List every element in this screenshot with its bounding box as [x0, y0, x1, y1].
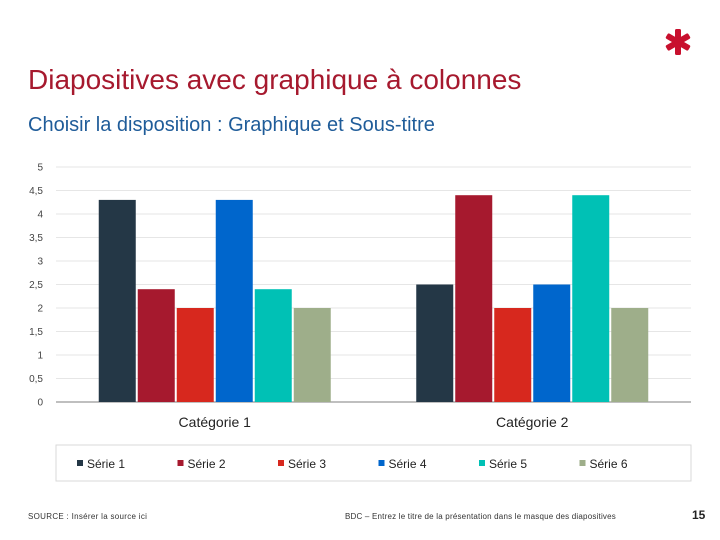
bar	[254, 289, 292, 402]
bar	[215, 199, 253, 402]
chart-legend: Série 1 Série 2 Série 3 Série 4 Série 5 Série…	[77, 457, 628, 471]
legend-swatch	[579, 460, 586, 466]
bar	[611, 308, 649, 402]
legend-label: Série 6	[590, 457, 628, 471]
y-axis-ticks: 0 0,5 1 1,5 2 2,5 3 3,5 4 4,5 5	[29, 163, 43, 409]
legend-swatch	[177, 460, 184, 466]
legend-label: Série 3	[288, 457, 326, 471]
slide-subtitle: Choisir la disposition : Graphique et So…	[28, 114, 435, 136]
y-tick-label: 2,5	[29, 280, 43, 291]
bar	[533, 284, 571, 402]
bar	[494, 308, 532, 402]
bar	[572, 195, 610, 402]
legend-swatch	[479, 460, 485, 466]
y-tick-label: 4,5	[29, 186, 43, 197]
page-number: 15	[692, 508, 706, 522]
legend-swatch	[378, 460, 385, 466]
legend-frame	[55, 444, 692, 482]
bar	[293, 308, 331, 402]
y-tick-label: 1,5	[29, 327, 43, 338]
category-labels: Catégorie 1 Catégorie 2	[179, 414, 569, 430]
asterisk-logo-icon	[665, 29, 691, 55]
bar	[137, 289, 175, 402]
column-chart: 00,511,522,533,544,55 Catégorie 1 Catégor…	[29, 163, 692, 482]
y-tick-label: 0,5	[29, 374, 43, 385]
bar	[176, 308, 214, 402]
y-tick-label: 0	[37, 398, 43, 409]
legend-label: Série 1	[87, 457, 125, 471]
y-tick-label: 2	[37, 304, 43, 315]
bar	[416, 284, 454, 402]
legend-label: Série 2	[188, 457, 226, 471]
bar	[455, 195, 493, 402]
chart-bars	[98, 195, 649, 402]
slide-title: Diapositives avec graphique à colonnes	[28, 64, 522, 95]
y-tick-label: 1	[37, 351, 43, 362]
footer-presentation-title: BDC – Entrez le titre de la présentation…	[345, 512, 616, 521]
category-label: Catégorie 1	[179, 414, 252, 430]
legend-swatch	[77, 460, 83, 466]
y-tick-label: 3,5	[29, 233, 43, 244]
legend-label: Série 5	[489, 457, 527, 471]
y-tick-label: 4	[37, 210, 43, 221]
bar	[98, 199, 136, 402]
category-label: Catégorie 2	[496, 414, 569, 430]
legend-label: Série 4	[389, 457, 427, 471]
y-tick-label: 5	[37, 163, 43, 174]
footer-source: SOURCE : Insérer la source ici	[28, 512, 148, 521]
legend-swatch	[278, 460, 284, 466]
y-tick-label: 3	[37, 257, 43, 268]
